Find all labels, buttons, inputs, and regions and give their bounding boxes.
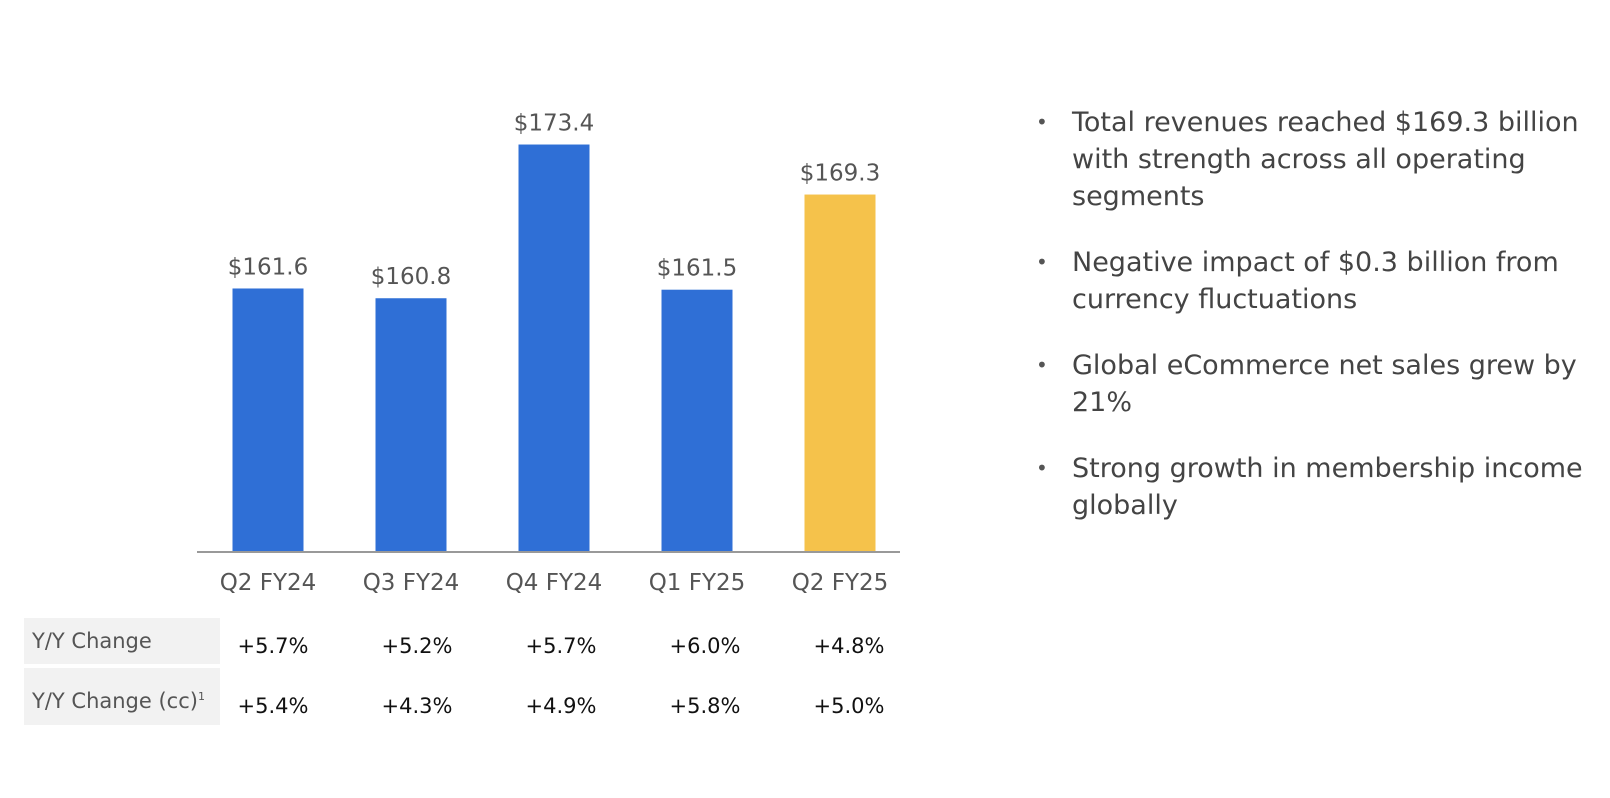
yy-change-value: +5.7% bbox=[237, 634, 309, 658]
x-tick-label: Q4 FY24 bbox=[506, 570, 603, 596]
bar-q2-fy24 bbox=[232, 288, 304, 552]
bullet-item: • Global eCommerce net sales grew by 21% bbox=[1036, 347, 1596, 421]
yy-change-cc-value: +4.3% bbox=[381, 694, 453, 718]
bullet-text: Global eCommerce net sales grew by 21% bbox=[1072, 350, 1577, 418]
yy-change-cc-label: Y/Y Change (cc) bbox=[32, 689, 198, 713]
bullet-text: Total revenues reached $169.3 billion wi… bbox=[1072, 107, 1579, 212]
bullet-item: • Strong growth in membership income glo… bbox=[1036, 450, 1596, 524]
yy-change-label: Y/Y Change bbox=[32, 629, 152, 653]
footnote-marker: 1 bbox=[197, 690, 205, 703]
bullet-dot-icon: • bbox=[1036, 250, 1048, 274]
commentary-list: • Total revenues reached $169.3 billion … bbox=[1036, 104, 1596, 553]
bullet-dot-icon: • bbox=[1036, 456, 1048, 480]
yy-change-value: +6.0% bbox=[669, 634, 741, 658]
yy-change-header: Y/Y Change bbox=[24, 618, 220, 664]
bullet-text: Strong growth in membership income globa… bbox=[1072, 453, 1583, 521]
revenue-bar-chart: $161.6 Q2 FY24 $160.8 Q3 FY24 $173.4 Q4 FY24 $… bbox=[197, 111, 900, 596]
bullet-dot-icon: • bbox=[1036, 353, 1048, 377]
bar-value-label: $173.4 bbox=[514, 111, 594, 137]
yy-change-cc-value: +5.8% bbox=[669, 694, 741, 718]
bullet-item: • Total revenues reached $169.3 billion … bbox=[1036, 104, 1596, 215]
x-tick-label: Q3 FY24 bbox=[363, 570, 460, 596]
yy-change-cc-value: +4.9% bbox=[525, 694, 597, 718]
yy-change-value: +5.7% bbox=[525, 634, 597, 658]
x-tick-label: Q2 FY25 bbox=[792, 570, 889, 596]
bullet-item: • Negative impact of $0.3 billion from c… bbox=[1036, 244, 1596, 318]
yy-change-cc-header: Y/Y Change (cc)1 bbox=[24, 668, 220, 725]
yy-change-cc-value: +5.4% bbox=[237, 694, 309, 718]
bullet-dot-icon: • bbox=[1036, 110, 1048, 134]
bar-value-label: $161.5 bbox=[657, 256, 737, 282]
yy-change-value: +5.2% bbox=[381, 634, 453, 658]
bar-q2-fy25 bbox=[804, 194, 876, 553]
x-tick-label: Q2 FY24 bbox=[220, 570, 317, 596]
yy-change-cc-value: +5.0% bbox=[813, 694, 885, 718]
bar-value-label: $161.6 bbox=[228, 254, 308, 280]
bar-q1-fy25 bbox=[661, 289, 733, 552]
yy-change-value: +4.8% bbox=[813, 634, 885, 658]
bar-value-label: $160.8 bbox=[371, 264, 451, 290]
bar-value-label: $169.3 bbox=[800, 161, 880, 187]
bar-q4-fy24 bbox=[518, 144, 590, 552]
x-tick-label: Q1 FY25 bbox=[649, 570, 746, 596]
bullet-text: Negative impact of $0.3 billion from cur… bbox=[1072, 247, 1559, 315]
bar-q3-fy24 bbox=[375, 298, 447, 552]
